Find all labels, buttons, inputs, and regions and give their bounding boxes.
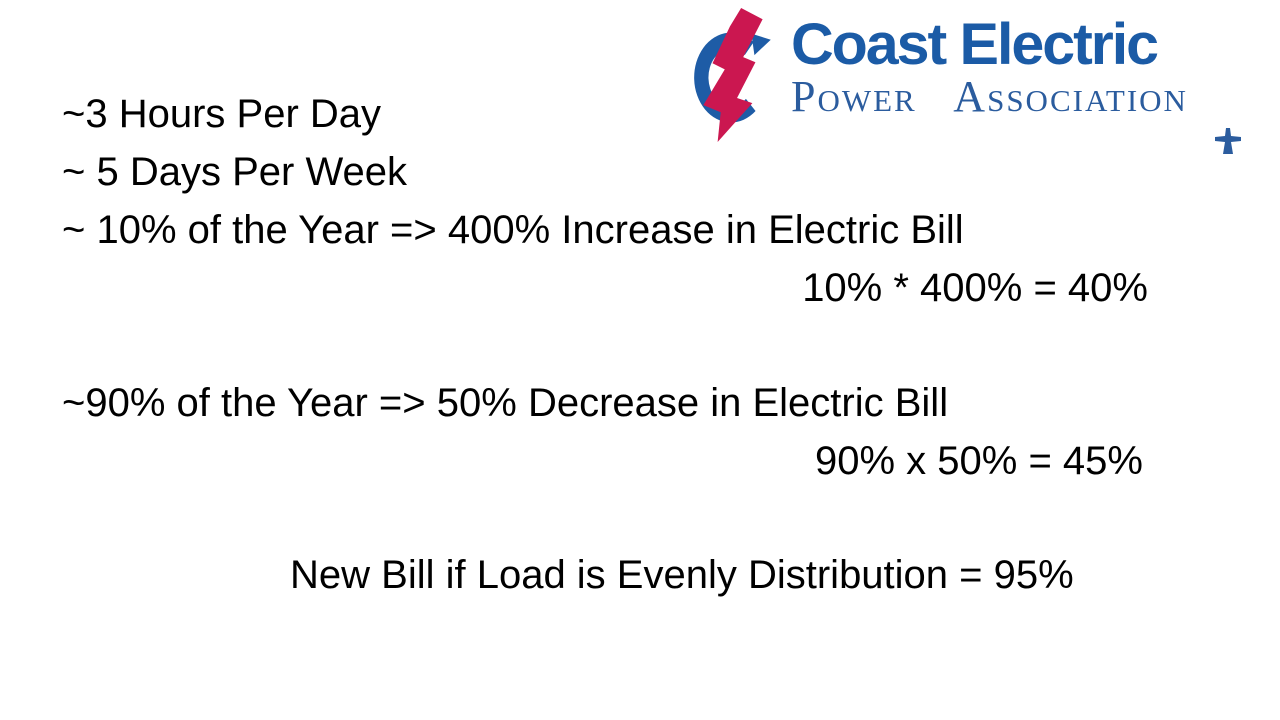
cross-icon (1215, 128, 1241, 154)
text-line-increase-equation: 10% * 400% = 40% (802, 266, 1148, 310)
text-line-new-bill-result: New Bill if Load is Evenly Distribution … (290, 553, 1074, 597)
text-line-days-per-week: ~ 5 Days Per Week (62, 150, 407, 194)
logo-title: Coast Electric (791, 12, 1159, 77)
logo-subtitle: Power Association (791, 72, 1188, 121)
text-line-decrease-equation: 90% x 50% = 45% (815, 439, 1143, 483)
text-line-hours-per-day: ~3 Hours Per Day (62, 92, 382, 136)
text-line-decrease-statement: ~90% of the Year => 50% Decrease in Elec… (62, 381, 949, 425)
logo-text: Coast Electric Power Association (791, 16, 1188, 121)
lightning-bolt-c-icon (694, 8, 771, 142)
coast-electric-logo: Coast Electric Power Association (683, 6, 1188, 144)
text-line-increase-statement: ~ 10% of the Year => 400% Increase in El… (62, 208, 964, 252)
